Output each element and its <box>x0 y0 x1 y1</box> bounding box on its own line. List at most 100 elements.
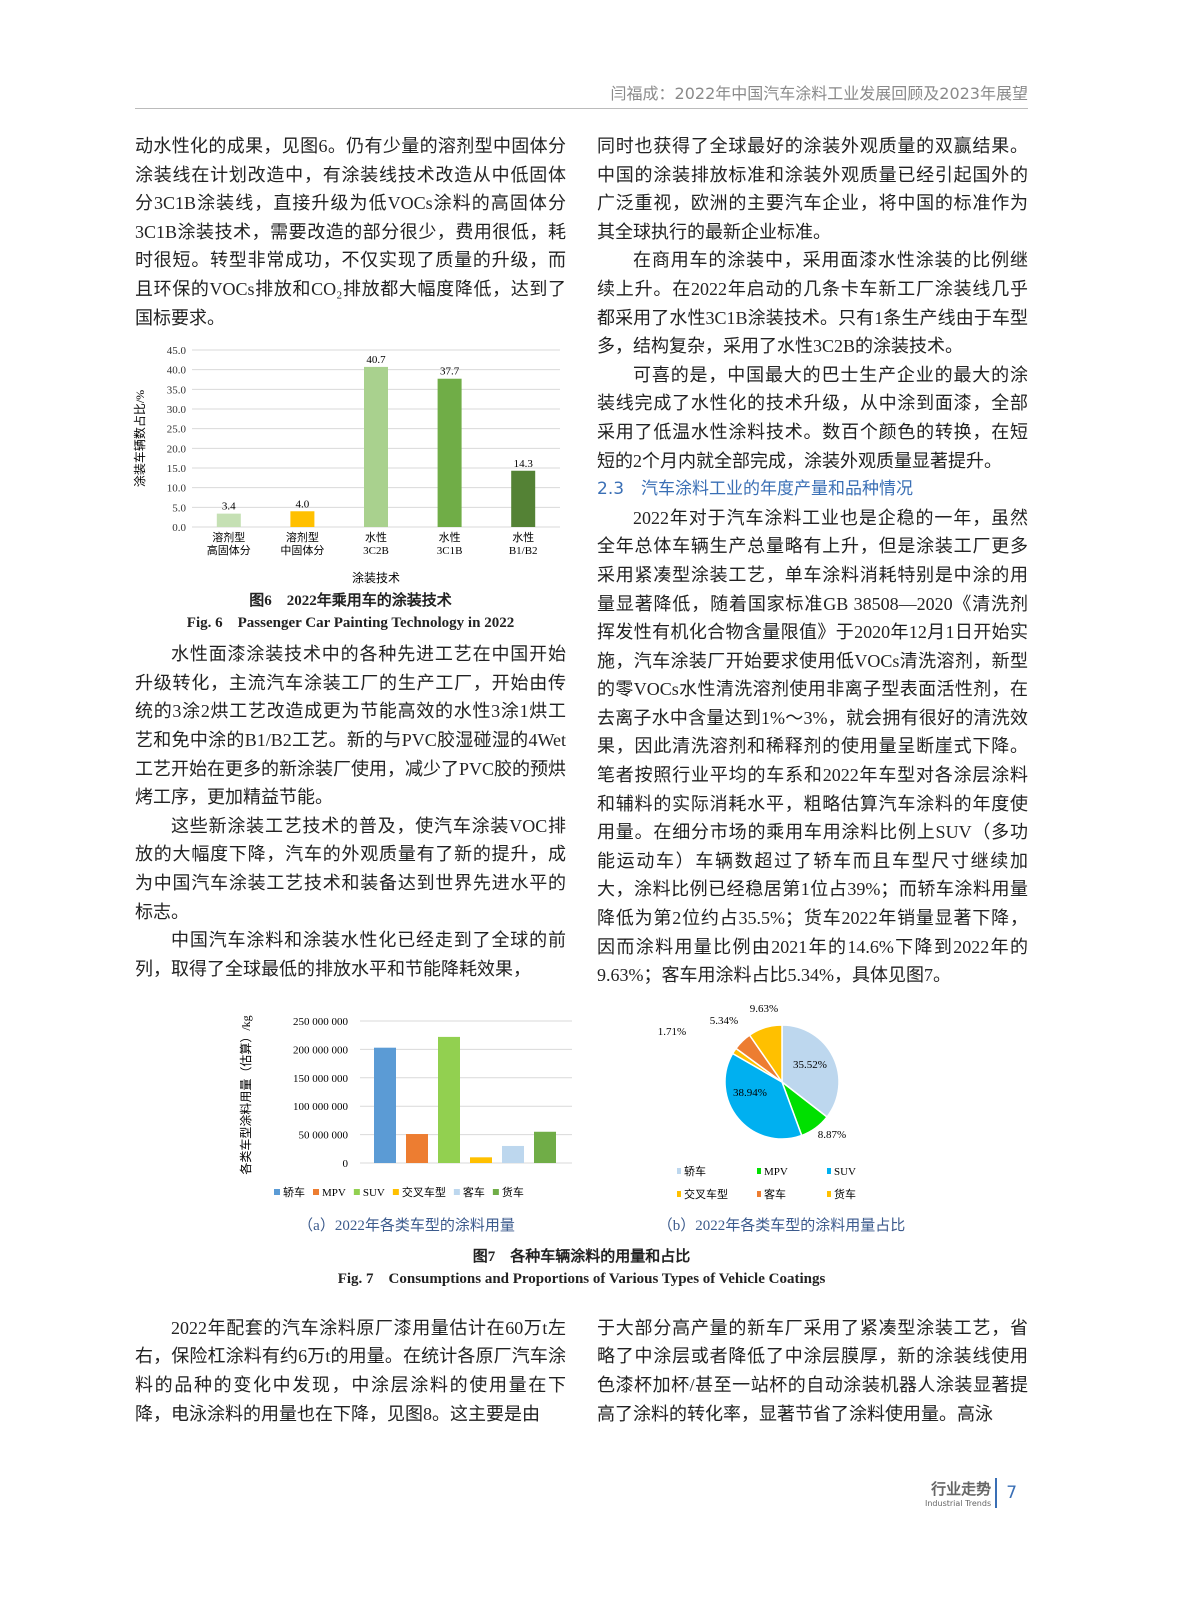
y-tick-label: 25.0 <box>167 424 187 436</box>
page-body: 动水性化的成果，见图6。仍有少量的溶剂型中固体分涂装线在计划改造中，有涂装线技术… <box>132 132 1028 1428</box>
fig7b-subcaption: （b）2022年各类车型的涂料用量占比 <box>657 1217 906 1234</box>
bottom-columns: 2022年配套的汽车涂料原厂漆用量估计在60万t左右，保险杠涂料有约6万t的用量… <box>135 1314 1028 1428</box>
x-tick-label: 水性 <box>439 530 461 544</box>
fig7-charts: 0 50 000 000 100 000 000 150 000 000 200 000… <box>135 1000 1028 1236</box>
footer-section-block: 行业走势 Industrial Trends <box>925 1478 998 1508</box>
x-tick-label: 3C2B <box>363 545 389 557</box>
fig7-caption-cn: 图7 各种车辆涂料的用量和占比 <box>472 1248 691 1265</box>
left-column: 动水性化的成果，见图6。仍有少量的溶剂型中固体分涂装线在计划改造中，有涂装线技术… <box>132 132 567 990</box>
data-label: 9.63% <box>749 1003 777 1015</box>
bar <box>437 378 462 528</box>
data-label: 14.3 <box>514 458 534 470</box>
y-axis-label: 各类车型涂料用量（估算）/kg <box>238 1015 253 1174</box>
bar <box>290 511 315 528</box>
y-tick-label: 30.0 <box>167 404 187 416</box>
legend-swatch <box>676 1190 681 1197</box>
pie-slice <box>723 1052 803 1140</box>
bar <box>469 1157 492 1163</box>
legend-label: 交叉车型 <box>684 1187 728 1201</box>
legend-swatch <box>826 1190 831 1197</box>
paragraph: 2022年对于汽车涂料工业也是企稳的一年，虽然全年总体车辆生产总量略有上升，但是… <box>597 507 1028 986</box>
y-tick-label: 250 000 000 <box>293 1016 349 1028</box>
bar <box>437 1036 460 1163</box>
y-tick-label: 0 <box>342 1158 348 1170</box>
y-tick-label: 45.0 <box>167 345 187 357</box>
bar <box>511 470 536 528</box>
legend-swatch <box>826 1167 831 1174</box>
bar <box>405 1133 428 1163</box>
x-axis-label: 涂装技术 <box>352 570 400 585</box>
right-column: 同时也获得了全球最好的涂装外观质量的双赢结果。中国的涂装排放标准和涂装外观质量已… <box>597 132 1028 990</box>
bar <box>216 513 241 528</box>
bar <box>373 1047 396 1163</box>
fig6-caption-cn: 图6 2022年乘用车的涂装技术 <box>249 593 452 610</box>
y-tick-label: 200 000 000 <box>293 1044 349 1056</box>
legend-swatch <box>453 1188 460 1195</box>
legend-label: 货车 <box>834 1187 856 1201</box>
paragraph: 2022年配套的汽车涂料原厂漆用量估计在60万t左右，保险杠涂料有约6万t的用量… <box>135 1317 566 1424</box>
pie-slice <box>780 1024 840 1118</box>
y-tick-label: 15.0 <box>167 463 187 475</box>
footer-section: 行业走势 <box>931 1480 992 1498</box>
footer: 行业走势 Industrial Trends 7 <box>925 1478 1017 1508</box>
legend-swatch <box>312 1188 319 1195</box>
legend-label: MPV <box>764 1166 788 1178</box>
y-tick-label: 5.0 <box>172 502 186 514</box>
paragraph: 中国汽车涂料和涂装水性化已经走到了全球的前列，取得了全球最低的排放水平和节能降耗… <box>135 930 566 979</box>
legend-label: 货车 <box>501 1185 523 1199</box>
running-header: 闫福成：2022年中国汽车涂料工业发展回顾及2023年展望 <box>135 80 1028 109</box>
fig6-caption-en: Fig. 6 Passenger Car Painting Technology… <box>186 615 515 632</box>
x-tick-label: 高固体分 <box>207 543 251 557</box>
y-tick-label: 10.0 <box>167 483 187 495</box>
pie-slice <box>748 1024 783 1085</box>
paragraph: 于大部分高产量的新车厂采用了紧凑型涂装工艺，省略了中涂层或者降低了中涂层膜厚，新… <box>597 1317 1028 1424</box>
bottom-right-column: 于大部分高产量的新车厂采用了紧凑型涂装工艺，省略了中涂层或者降低了中涂层膜厚，新… <box>597 1314 1028 1428</box>
legend-label: 客车 <box>462 1185 484 1199</box>
legend-label: 客车 <box>764 1187 786 1201</box>
fig7a-subcaption: （a）2022年各类车型的涂料用量 <box>298 1217 515 1234</box>
fig6-bar-chart: 0.0 5.0 10.0 15.0 20.0 25.0 30.0 35.0 40.0 45.0 3.… <box>132 345 560 585</box>
legend-label: SUV <box>834 1166 856 1178</box>
fig7a: 0 50 000 000 100 000 000 150 000 000 200 000… <box>232 1000 582 1236</box>
data-label: 8.87% <box>817 1129 845 1141</box>
bar <box>364 367 388 528</box>
legend-swatch <box>676 1167 681 1174</box>
y-tick-label: 100 000 000 <box>293 1101 349 1113</box>
paragraph: 这些新涂装工艺技术的普及，使汽车涂装VOC排放的大幅度下降，汽车的外观质量有了新… <box>135 815 566 922</box>
data-label: 5.34% <box>709 1015 737 1027</box>
legend-label: MPV <box>322 1187 346 1199</box>
footer-section-en: Industrial Trends <box>925 1499 992 1508</box>
legend-swatch <box>756 1167 761 1174</box>
data-label: 1.71% <box>657 1026 685 1038</box>
bottom-left-column: 2022年配套的汽车涂料原厂漆用量估计在60万t左右，保险杠涂料有约6万t的用量… <box>135 1314 566 1428</box>
fig7a-bar-chart: 0 50 000 000 100 000 000 150 000 000 200 000… <box>238 1015 572 1199</box>
legend-swatch <box>756 1190 761 1197</box>
section-heading: 2.3 汽车涂料工业的年度产量和品种情况 <box>597 479 914 500</box>
page-number: 7 <box>1006 1483 1018 1503</box>
data-label: 3.4 <box>222 501 236 513</box>
legend-label: 轿车 <box>684 1164 706 1178</box>
y-tick-label: 150 000 000 <box>293 1073 349 1085</box>
y-tick-label: 20.0 <box>167 443 187 455</box>
data-label: 40.7 <box>366 354 386 366</box>
fig7b-pie-chart: 35.52% 8.87% 38.94% 1.71% 5.34% 9.63% 轿车 MPV SUV… <box>657 1003 856 1201</box>
y-tick-label: 35.0 <box>167 384 187 396</box>
paragraph: 同时也获得了全球最好的涂装外观质量的双赢结果。中国的涂装排放标准和涂装外观质量已… <box>597 136 1028 242</box>
data-label: 35.52% <box>793 1059 827 1071</box>
paragraph: 水性面漆涂装技术中的各种先进工艺在中国开始升级转化，主流汽车涂装工厂的生产工厂，… <box>135 644 567 808</box>
legend-swatch <box>273 1188 280 1195</box>
fig7b: 35.52% 8.87% 38.94% 1.71% 5.34% 9.63% 轿车 MPV SUV… <box>632 1000 932 1236</box>
paragraph: 动水性化的成果，见图6。仍有少量的溶剂型中固体分涂装线在计划改造中，有涂装线技术… <box>135 136 566 328</box>
legend-swatch <box>492 1188 499 1195</box>
paragraph: 可喜的是，中国最大的巴士生产企业的最大的涂装线完成了水性化的技术升级，从中涂到面… <box>597 364 1028 471</box>
x-tick-label: 水性 <box>512 530 534 544</box>
legend-swatch <box>392 1188 399 1195</box>
y-tick-label: 0.0 <box>172 522 186 534</box>
x-tick-label: 溶剂型 <box>212 530 245 544</box>
x-tick-label: 溶剂型 <box>286 530 319 544</box>
data-label: 37.7 <box>440 366 460 378</box>
x-tick-label: 水性 <box>365 530 387 544</box>
x-tick-label: 中固体分 <box>280 543 324 557</box>
legend-label: 轿车 <box>283 1185 305 1199</box>
